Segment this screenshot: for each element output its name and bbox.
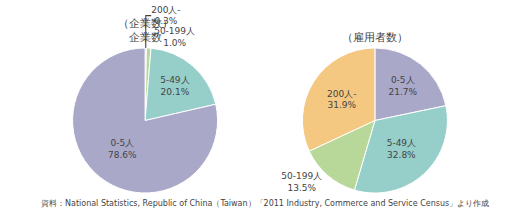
svg-text:5-49人20.1%: 5-49人20.1% bbox=[160, 75, 189, 97]
svg-text:200人-31.9%: 200人-31.9% bbox=[327, 89, 356, 111]
svg-text:50-199人13.5%: 50-199人13.5% bbox=[281, 171, 322, 193]
svg-text:0-5人78.6%: 0-5人78.6% bbox=[108, 138, 137, 160]
svg-text:50-199人1.0%: 50-199人1.0% bbox=[154, 26, 195, 48]
svg-text:5-49人32.8%: 5-49人32.8% bbox=[387, 138, 416, 160]
svg-text:（雇用者数）: （雇用者数） bbox=[342, 31, 408, 44]
svg-text:200人-0.3%: 200人-0.3% bbox=[151, 5, 180, 27]
svg-text:資料：National Statistics, Republ: 資料：National Statistics, Republic of Chin… bbox=[41, 199, 489, 208]
svg-text:（企業数）企業数: （企業数）企業数 bbox=[118, 17, 173, 44]
svg-text:0-5人21.7%: 0-5人21.7% bbox=[388, 75, 417, 97]
